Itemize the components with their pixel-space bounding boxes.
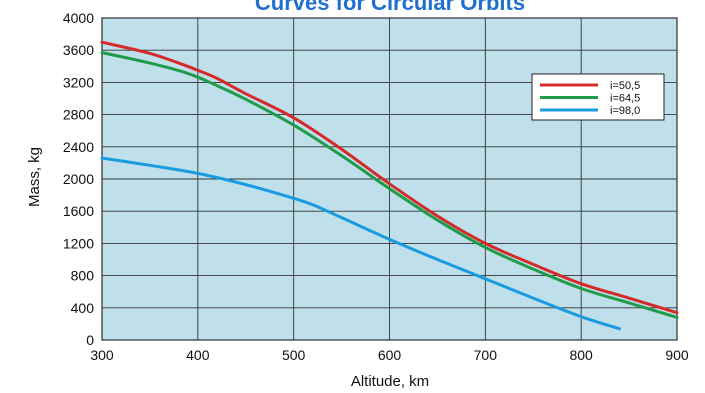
y-axis-title: Mass, kg [26,147,43,207]
legend-label-2: i=64,5 [610,93,640,105]
y-tick-label: 2800 [63,107,94,123]
x-tick-label: 600 [378,347,402,363]
y-tick-label: 2000 [63,171,94,187]
y-tick-label: 400 [71,300,95,316]
x-axis-title: Altitude, km [351,373,429,390]
series-line-2 [100,51,679,319]
x-tick-label: 300 [90,347,114,363]
y-tick-label: 0 [86,332,94,348]
y-tick-label: 1600 [63,203,94,219]
legend-label-1: i=50,5 [610,80,640,92]
y-tick-label: 800 [71,268,95,284]
legend: i=50,5i=64,5i=98,0 [531,73,665,121]
series-line-1 [100,40,679,315]
y-tick-label: 3200 [63,74,94,90]
x-tick-label: 900 [665,347,689,363]
series-line-3 [100,156,621,331]
y-tick-label: 4000 [63,10,94,26]
legend-label-3: i=98,0 [610,105,640,117]
x-tick-label: 500 [282,347,306,363]
y-tick-label: 3600 [63,42,94,58]
x-tick-label: 400 [186,347,210,363]
x-tick-label: 700 [474,347,498,363]
chart-title: Curves for Circular Orbits [255,0,525,15]
y-tick-label: 1200 [63,235,94,251]
x-tick-label: 800 [569,347,593,363]
y-tick-label: 2400 [63,139,94,155]
